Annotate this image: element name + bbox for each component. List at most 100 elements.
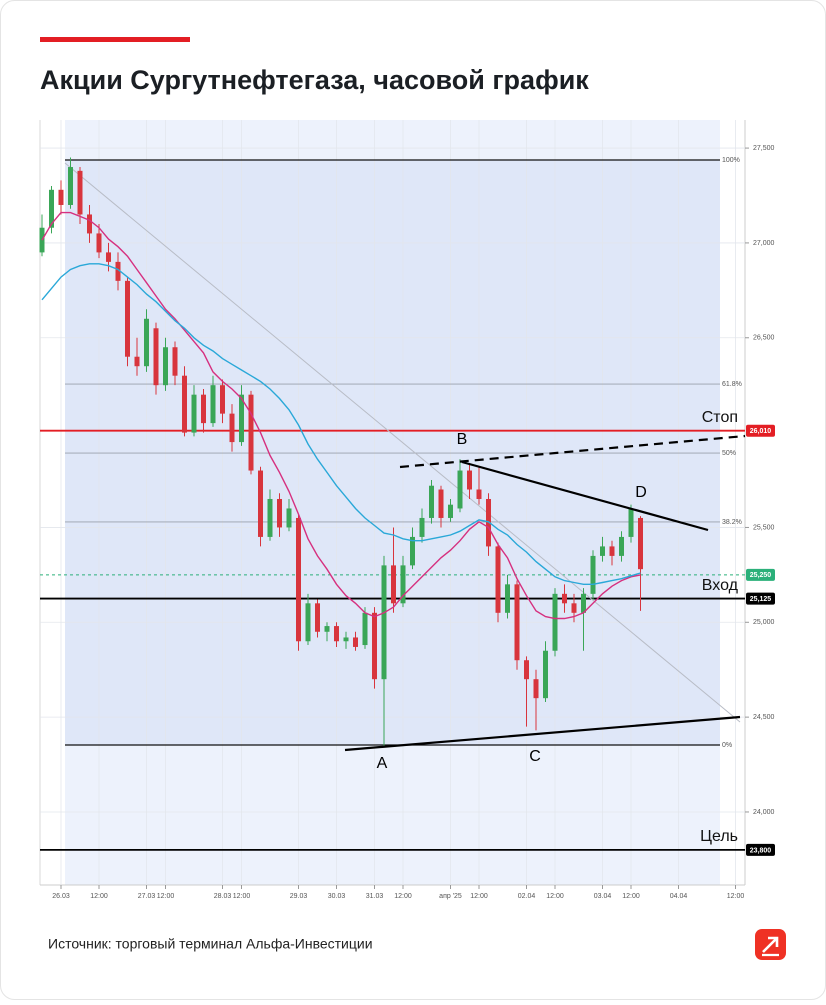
trend-b-d (461, 460, 709, 532)
price-badge (746, 424, 775, 437)
candle-body (134, 356, 140, 367)
pattern-point: B (457, 431, 468, 448)
badges: 26,010 Стоп 25,250 25,125 Вход 23,800 Цель (700, 409, 775, 856)
candle-body (372, 612, 377, 680)
candle-body (172, 347, 178, 376)
candle-body (334, 626, 339, 642)
pattern-point: D (635, 484, 647, 501)
x-tick-label: 12:00 (546, 893, 564, 900)
candle-body (571, 603, 577, 613)
candle-body (87, 214, 92, 234)
source: Источник: торговый терминал Альфа-Инвест… (48, 936, 373, 952)
pattern-point: C (529, 748, 541, 765)
candle-body (49, 189, 54, 228)
candle-body (628, 508, 634, 537)
x-tick-label: 29.03 (290, 893, 308, 900)
candle-body (505, 584, 510, 613)
candle-body (144, 318, 149, 367)
price-badge-label: 26,010 (750, 428, 772, 435)
candle-body (315, 603, 320, 632)
moving-average (41, 263, 641, 585)
candle-body (353, 637, 358, 647)
candle-body (258, 470, 263, 537)
x-tick-label: 12:00 (727, 893, 745, 900)
chart-title: Акции Сургутнефтегаза, часовой график (40, 65, 589, 95)
level-name: Стоп (702, 409, 738, 426)
logo-arrow (762, 936, 779, 953)
candle-body (457, 470, 463, 509)
x-tick-label: 12:00 (622, 893, 640, 900)
candle-body (533, 679, 539, 699)
y-tick-label: 24,500 (753, 714, 775, 721)
candle-body (125, 280, 130, 357)
fib-label: 50% (722, 450, 736, 457)
x-tick-label: 26.03 (52, 893, 70, 900)
y-tick-label: 26,500 (753, 335, 775, 342)
candle-body (201, 394, 206, 424)
candle-body (410, 536, 415, 566)
logo (755, 929, 786, 960)
candle-body (476, 489, 482, 499)
candle-body (400, 565, 406, 604)
candle-body (543, 650, 548, 699)
candle-body (58, 189, 64, 205)
price-badge-label: 25,250 (750, 572, 772, 579)
candle-body (391, 565, 396, 604)
x-tick-label: 30.03 (328, 893, 346, 900)
price-badge-label: 25,125 (750, 596, 772, 603)
candle-body (609, 546, 615, 556)
candle-body (115, 261, 121, 281)
candle-body (362, 612, 368, 646)
trend-lower (344, 715, 741, 752)
price-badge (746, 568, 775, 581)
candle-body (277, 498, 282, 528)
y-tick-label: 27,500 (753, 145, 775, 152)
level-name: Цель (700, 828, 738, 845)
x-tick-label: 12:00 (157, 893, 175, 900)
candle-body (467, 470, 472, 490)
y-tick-label: 24,000 (753, 809, 775, 816)
zone-fib (65, 160, 720, 745)
candle-body (163, 347, 168, 386)
candle-body (96, 233, 102, 253)
candle-body (600, 546, 605, 556)
candle-body (286, 508, 292, 528)
x-tick-label: 12:00 (394, 893, 412, 900)
candle-body (514, 584, 520, 661)
candle-body (267, 498, 273, 537)
x-tick-label: 03.04 (594, 893, 612, 900)
candle-body (343, 637, 349, 642)
candle-body (524, 660, 529, 680)
candle-body (296, 517, 301, 642)
candle-body (590, 555, 596, 594)
moving-average (41, 211, 641, 620)
candle-body (210, 385, 216, 424)
price-badge (746, 843, 775, 856)
candle-body (448, 504, 453, 518)
candle-body (239, 394, 244, 443)
x-tick-label: 12:00 (470, 893, 488, 900)
candle-body (220, 385, 225, 414)
candle-body (324, 626, 330, 632)
level-name: Вход (702, 577, 739, 594)
y-tick-label: 25,500 (753, 524, 775, 531)
candle-body (638, 517, 643, 570)
candle-body (581, 593, 586, 613)
candle-body (191, 394, 197, 433)
fib-label: 0% (722, 742, 732, 749)
x-tick-label: 28.03 (214, 893, 232, 900)
candle-body (182, 375, 187, 433)
candle-body (381, 565, 387, 680)
accent-bar (40, 37, 190, 42)
candle-body (495, 546, 501, 613)
marks (39, 157, 643, 746)
candle-body (106, 252, 111, 262)
candle-body (562, 593, 567, 604)
fib-diagonal (64, 162, 741, 723)
x-tick-label: 12:00 (90, 893, 108, 900)
x-tick-label: 27.03 (138, 893, 156, 900)
candle-body (229, 413, 235, 443)
y-tick-label: 27,000 (753, 240, 775, 247)
x-tick-label: 31.03 (366, 893, 384, 900)
price-badge-label: 23,800 (750, 847, 772, 854)
